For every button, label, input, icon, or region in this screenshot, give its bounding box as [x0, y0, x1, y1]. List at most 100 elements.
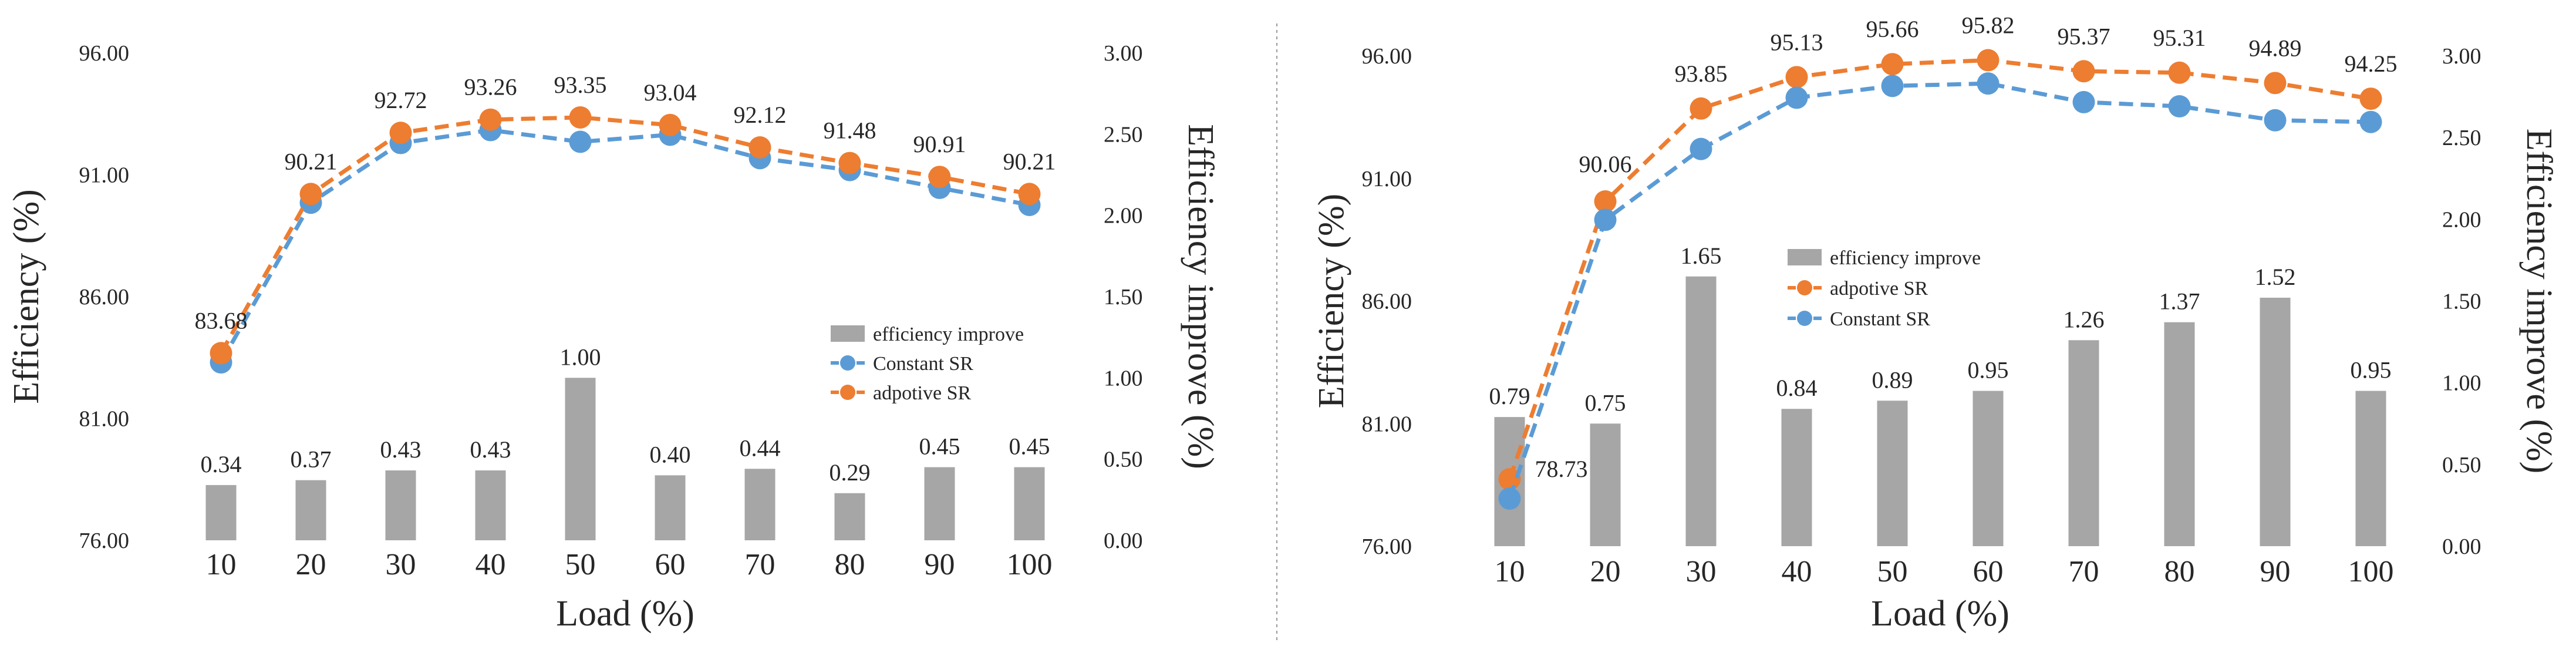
- y-tick-label: 96.00: [79, 41, 130, 66]
- y2-axis-title: Efficiency improve (%): [1181, 124, 1220, 469]
- series-point: [2264, 109, 2287, 132]
- x-tick-label: 20: [296, 548, 326, 581]
- bar: [1685, 276, 1717, 546]
- x-tick-label: 70: [2069, 555, 2099, 588]
- bar: [2068, 340, 2099, 546]
- legend-marker: [840, 355, 855, 371]
- legend-marker: [1797, 311, 1812, 326]
- bar: [565, 378, 596, 540]
- series-point: [1881, 53, 1904, 76]
- bar: [205, 484, 237, 540]
- series-point: [2359, 110, 2382, 133]
- series-point: [838, 152, 861, 174]
- line-data-label: 94.25: [2345, 51, 2398, 77]
- y2-tick-label: 2.00: [1104, 204, 1143, 228]
- bar: [2260, 297, 2291, 546]
- bar: [385, 470, 416, 540]
- bar: [1014, 467, 1045, 540]
- series-point: [569, 130, 592, 153]
- series-point: [748, 136, 771, 159]
- y2-tick-label: 0.00: [1104, 529, 1143, 553]
- legend-label: efficiency improve: [873, 324, 1024, 345]
- x-axis-title: Load (%): [1871, 594, 2009, 634]
- bar-data-label: 0.34: [201, 451, 242, 477]
- series-point: [389, 122, 412, 144]
- line-data-label: 93.04: [644, 79, 697, 106]
- line-data-label: 95.31: [2153, 25, 2206, 51]
- y-tick-label: 76.00: [79, 529, 130, 553]
- series-point: [2168, 61, 2191, 84]
- series-point: [299, 183, 322, 206]
- bar-data-label: 0.95: [2351, 357, 2392, 383]
- series-line: [219, 115, 1030, 355]
- series-line: [1508, 81, 2371, 500]
- bar-data-label: 1.26: [2064, 306, 2105, 332]
- series-point: [659, 113, 682, 136]
- bar-data-label: 0.29: [830, 459, 871, 486]
- y2-tick-label: 2.50: [1104, 122, 1143, 147]
- y-tick-label: 76.00: [1362, 534, 1412, 559]
- bar-data-label: 0.37: [291, 446, 332, 473]
- bar-data-label: 0.43: [380, 436, 422, 463]
- bar: [475, 470, 506, 540]
- x-tick-label: 100: [1007, 548, 1053, 581]
- chart-right: 76.00 81.00 86.00 91.00 96.00 0.00 0.50 1.00 1.5…: [1311, 12, 2559, 634]
- series-point: [569, 106, 592, 129]
- y2-tick-label: 1.50: [2442, 290, 2481, 314]
- x-tick-label: 90: [925, 548, 955, 581]
- bar-data-label: 1.65: [1681, 243, 1722, 269]
- y2-tick-label: 1.00: [2442, 371, 2481, 396]
- x-tick-label: 80: [835, 548, 865, 581]
- series-point: [2264, 72, 2287, 95]
- series-point: [1594, 208, 1617, 231]
- series-point: [1785, 86, 1808, 109]
- series-point: [2359, 88, 2382, 110]
- x-tick-label: 60: [655, 548, 686, 581]
- bar-data-label: 0.45: [919, 433, 960, 460]
- x-tick-label: 90: [2260, 555, 2291, 588]
- legend-label: adpotive SR: [873, 382, 971, 404]
- y2-tick-label: 1.00: [1104, 366, 1143, 391]
- bar-data-label: 0.43: [470, 436, 511, 463]
- series-point: [1977, 72, 2000, 95]
- bar-data-label: 1.52: [2255, 264, 2296, 290]
- line-data-label: 93.35: [554, 72, 607, 98]
- line-data-label: 90.21: [1003, 148, 1056, 174]
- series-point: [1018, 183, 1041, 206]
- y-tick-label: 86.00: [1362, 290, 1412, 314]
- series-point: [479, 108, 502, 131]
- y2-tick-label: 0.50: [2442, 453, 2481, 477]
- bar: [1877, 401, 1908, 546]
- line-data-label: 95.37: [2058, 23, 2110, 49]
- y-tick-label: 91.00: [79, 163, 130, 188]
- line-data-label: 95.66: [1866, 16, 1919, 42]
- series-point: [2072, 90, 2095, 113]
- bar-data-label: 0.89: [1872, 366, 1913, 393]
- x-tick-label: 40: [476, 548, 506, 581]
- y2-tick-label: 3.00: [1104, 41, 1143, 66]
- series-point: [1690, 97, 1712, 120]
- bar: [1590, 423, 1621, 546]
- series-point: [1498, 468, 1521, 491]
- y-tick-label: 96.00: [1362, 44, 1412, 69]
- legend-label: adpotive SR: [1830, 278, 1928, 300]
- y-tick-label: 81.00: [1362, 412, 1412, 436]
- x-tick-label: 30: [386, 548, 416, 581]
- line-data-label: 95.13: [1771, 29, 1823, 55]
- y-tick-label: 91.00: [1362, 167, 1412, 191]
- bar: [2355, 391, 2386, 546]
- y2-tick-label: 2.50: [2442, 126, 2481, 150]
- legend-marker: [840, 385, 855, 400]
- bar: [834, 493, 865, 540]
- series-point: [1785, 66, 1808, 89]
- line-data-label: 90.06: [1579, 151, 1632, 177]
- chart-left: 76.00 81.00 86.00 91.00 96.00 0.00 0.50 1.00 1.5…: [6, 41, 1220, 634]
- y2-tick-label: 2.00: [2442, 207, 2481, 232]
- bar-data-label: 0.84: [1776, 375, 1818, 401]
- series-line: [219, 128, 1030, 364]
- series-point: [1594, 190, 1617, 213]
- line-data-label: 92.12: [734, 102, 787, 128]
- line-data-label: 91.48: [824, 117, 876, 144]
- series-point: [1498, 487, 1521, 510]
